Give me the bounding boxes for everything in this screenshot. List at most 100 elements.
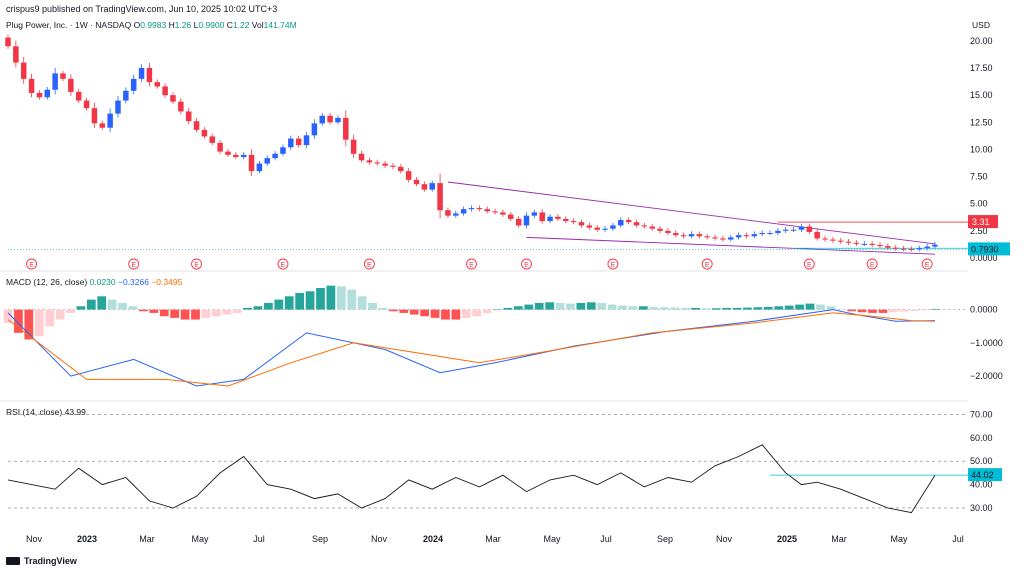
macd-histogram-bar <box>586 302 596 310</box>
candle-body <box>830 239 836 241</box>
macd-histogram-bar <box>618 305 627 310</box>
price-axis-tick: 2.50 <box>970 226 988 236</box>
macd-histogram-bar <box>430 309 440 318</box>
rsi-axis-tick: 40.00 <box>970 480 993 490</box>
macd-histogram-bar <box>232 309 242 313</box>
macd-histogram-bar <box>45 309 55 327</box>
rsi-axis-tick: 70.00 <box>970 409 993 419</box>
candle-body <box>515 218 522 226</box>
candle-body <box>233 154 239 158</box>
rsi-title[interactable]: RSI (14, close) <box>6 407 63 417</box>
time-axis-tick: Mar <box>139 534 155 544</box>
macd-histogram-bar <box>295 292 305 310</box>
candle-body <box>350 139 357 154</box>
candle-body <box>272 153 278 159</box>
macd-histogram-bar <box>607 304 617 310</box>
candle-body <box>201 129 208 137</box>
earnings-marker-label: E <box>705 262 710 269</box>
earnings-marker <box>128 258 140 270</box>
candle-body <box>162 86 168 96</box>
macd-histogram-bar <box>555 302 565 310</box>
candle-body <box>115 100 121 114</box>
candle-body <box>303 135 310 146</box>
candle-body <box>217 142 223 152</box>
macd-title[interactable]: MACD (12, 26, close) <box>6 277 88 287</box>
candle-body <box>924 246 930 249</box>
macd-histogram-bar <box>24 309 34 340</box>
macd-axis-tick: 0.0000 <box>970 305 998 315</box>
candle-body <box>390 165 396 167</box>
price-axis-tick: 7.50 <box>970 172 988 182</box>
symbol-title[interactable]: Plug Power, Inc. · 1W · NASDAQ <box>6 20 132 30</box>
candle-body <box>335 117 341 123</box>
macd-histogram-bar <box>451 309 461 320</box>
candle-body <box>814 231 820 239</box>
macd-histogram-bar <box>805 303 815 310</box>
candle-body <box>453 213 459 216</box>
candle-body <box>209 136 216 143</box>
candle-body <box>908 249 915 251</box>
macd-histogram-bar <box>930 308 940 310</box>
resistance-price-label: 3.31 <box>972 217 990 227</box>
macd-histogram-bar <box>701 308 711 310</box>
earnings-marker-label: E <box>194 262 199 269</box>
candle-body <box>916 248 923 250</box>
candle-body <box>138 68 145 79</box>
earnings-marker-label: E <box>469 262 474 269</box>
candle-body <box>52 73 58 90</box>
candle-body <box>248 154 255 172</box>
candle-body <box>892 247 899 249</box>
candle-body <box>405 171 412 180</box>
macd-histogram-bar <box>347 289 357 310</box>
candle-body <box>358 153 365 161</box>
candle-body <box>178 101 184 112</box>
macd-histogram-bar <box>409 309 419 315</box>
candle-body <box>382 163 388 166</box>
earnings-marker <box>521 258 532 270</box>
time-axis-tick: Jul <box>253 534 265 544</box>
candle-body <box>673 233 679 236</box>
candle-body <box>822 238 828 240</box>
candle-body <box>327 115 333 123</box>
macd-histogram-bar <box>534 302 544 310</box>
candle-body <box>445 210 451 216</box>
earnings-marker <box>363 258 375 270</box>
candle-body <box>44 89 51 98</box>
macd-histogram-bar <box>628 306 638 310</box>
candle-body <box>720 238 726 240</box>
candle-body <box>735 235 742 238</box>
macd-histogram-bar <box>66 309 75 313</box>
macd-histogram-bar <box>378 307 388 310</box>
macd-histogram-bar <box>753 307 763 310</box>
candle-body <box>547 216 553 222</box>
candle-body <box>154 82 161 87</box>
macd-histogram-bar <box>774 306 784 310</box>
candle-body <box>280 147 286 154</box>
macd-histogram-bar <box>868 309 877 313</box>
earnings-marker-label: E <box>524 262 529 269</box>
candle-body <box>523 215 530 226</box>
candle-body <box>853 242 860 244</box>
time-axis-tick: May <box>191 534 209 544</box>
macd-histogram-bar <box>493 309 502 311</box>
time-axis-tick: Mar <box>831 534 847 544</box>
candle-body <box>782 229 789 231</box>
resistance-price-badge <box>968 215 998 229</box>
time-axis-tick: May <box>890 534 908 544</box>
rsi-current-label: 44.02 <box>971 470 994 480</box>
macd-histogram-bar <box>857 309 867 313</box>
candle-body <box>75 91 82 101</box>
candle-body <box>586 225 593 228</box>
candle-body <box>185 111 192 122</box>
rsi-axis-tick: 30.00 <box>970 503 993 513</box>
currency-label: USD <box>972 20 990 30</box>
candle-body <box>759 233 765 235</box>
candle-body <box>696 234 703 237</box>
candle-body <box>437 183 443 211</box>
macd-histogram-bar <box>649 306 659 310</box>
candle-body <box>885 246 891 248</box>
brand-name: TradingView <box>24 556 77 566</box>
macd-histogram-bar <box>107 299 117 310</box>
low-value: 0.9900 <box>198 20 225 30</box>
